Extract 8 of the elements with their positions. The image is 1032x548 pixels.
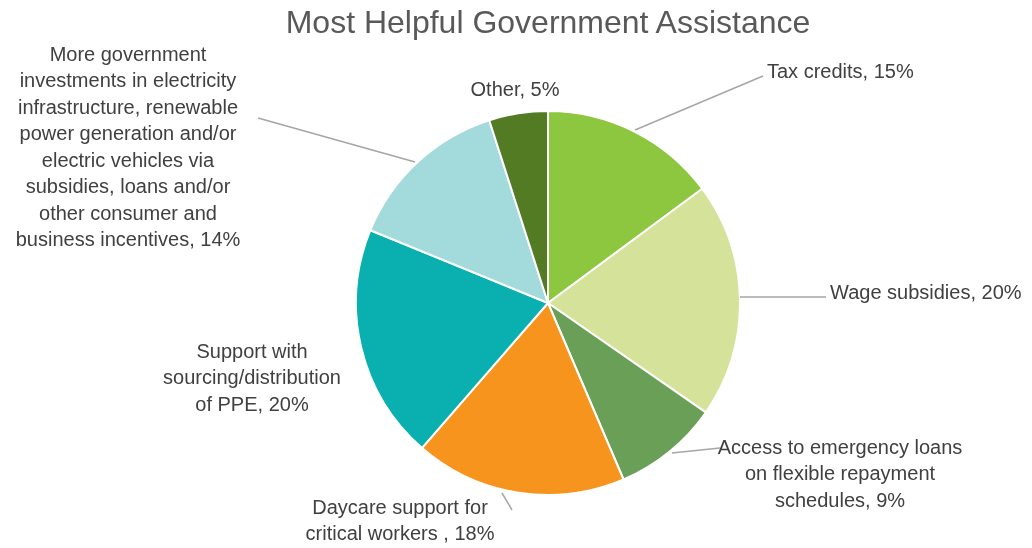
slice-label: Tax credits, 15% [767, 59, 914, 82]
slice-label: Daycare support for critical workers , 18% [305, 495, 495, 545]
slice-label: Support with sourcing/distribution of PPE, 20% [163, 339, 341, 415]
chart-title: Most Helpful Government Assistance [285, 3, 811, 40]
slice-label: Wage subsidies, 20% [830, 280, 1022, 303]
slice-label: Other, 5% [470, 77, 560, 100]
slice-label: More government investments in electricity infrastructure, renewable power generation and/or electric vehicles via subsidies, loans and/or other consumer and business incentives, 14% [15, 42, 241, 251]
slice-label: Access to emergency loans on flexible repayment schedules, 9% [717, 435, 963, 511]
